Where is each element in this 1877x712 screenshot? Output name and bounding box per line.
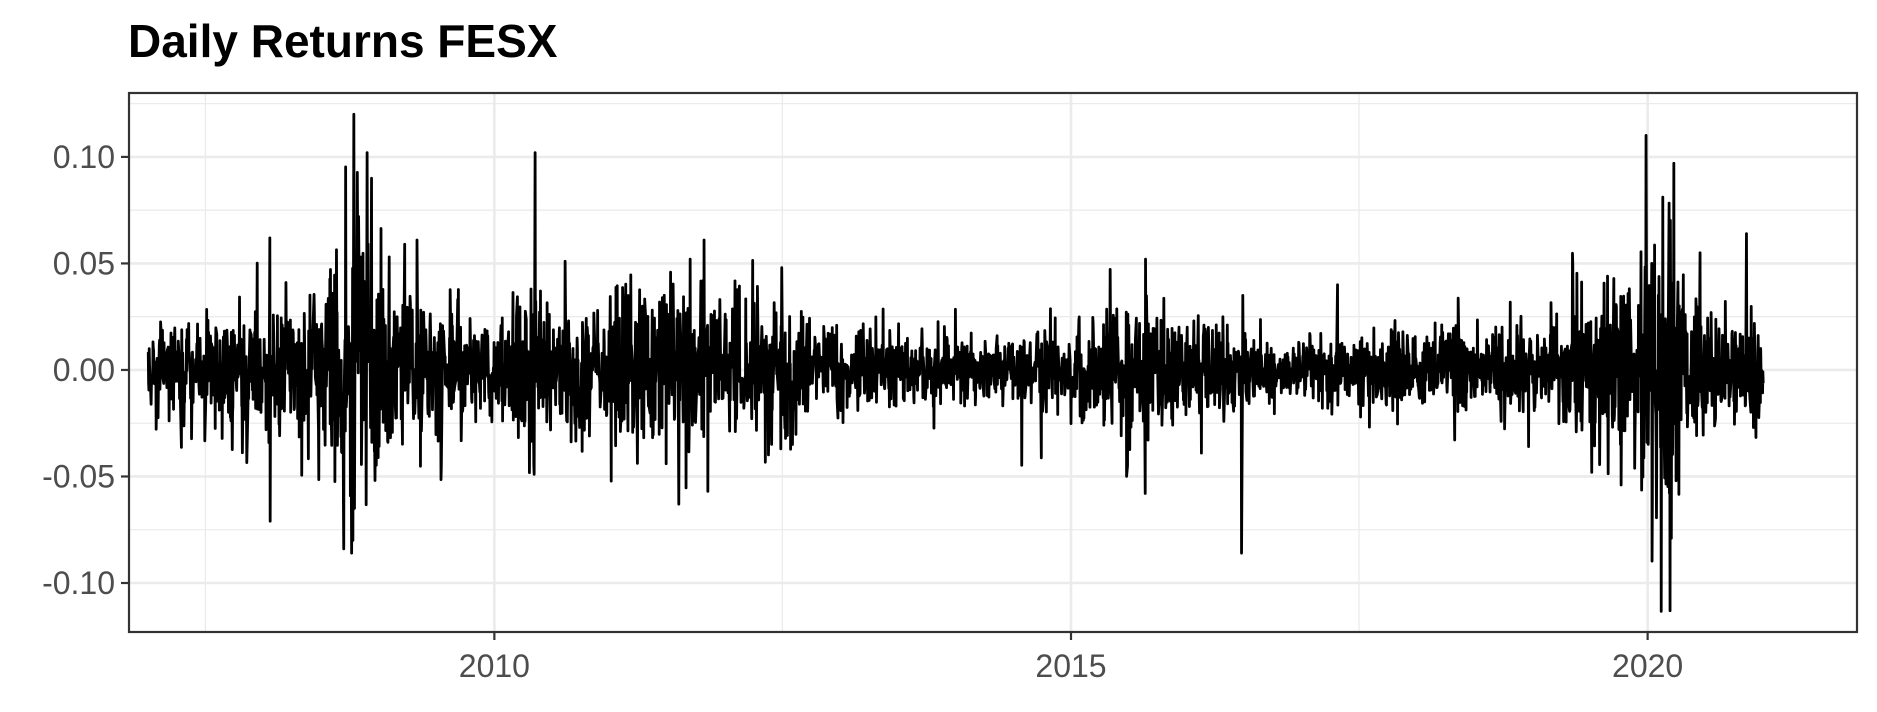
x-axis: 2010 2015 2020 <box>459 632 1683 684</box>
series-layer <box>146 112 1765 613</box>
chart-title: Daily Returns FESX <box>128 15 558 67</box>
y-tick-label: -0.10 <box>42 565 115 601</box>
y-tick-label: -0.05 <box>42 458 115 494</box>
x-tick-label: 2020 <box>1612 648 1683 684</box>
returns-line <box>146 112 1765 613</box>
y-axis: 0.10 0.05 0.00 -0.05 -0.10 <box>42 139 129 601</box>
y-tick-label: 0.10 <box>53 139 115 175</box>
y-tick-label: 0.00 <box>53 352 115 388</box>
y-tick-label: 0.05 <box>53 245 115 281</box>
x-tick-label: 2015 <box>1035 648 1106 684</box>
x-tick-label: 2010 <box>459 648 530 684</box>
plot-frame <box>127 91 1859 634</box>
